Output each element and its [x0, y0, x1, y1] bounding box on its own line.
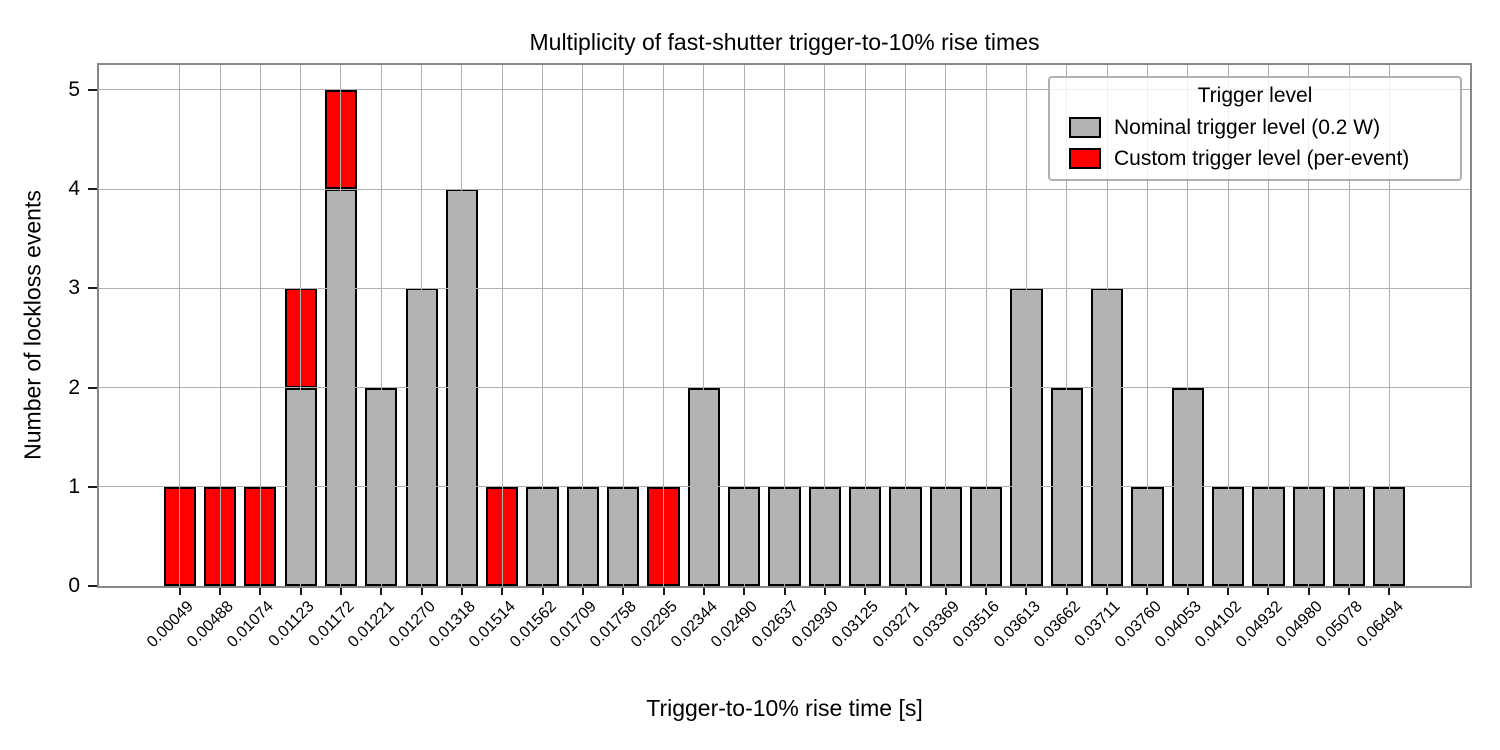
- bar-segment: [1171, 387, 1204, 586]
- x-tickmark: [864, 588, 867, 595]
- bar-segment: [607, 486, 640, 586]
- y-tickmark: [88, 88, 97, 91]
- bar-segment: [566, 486, 600, 586]
- bar-segment: [324, 189, 358, 586]
- y-tick-label: 3: [68, 276, 80, 300]
- x-tickmark: [460, 588, 463, 595]
- bar-segment: [445, 189, 479, 586]
- bar-segment: [1010, 288, 1043, 586]
- bar-segment: [365, 387, 398, 586]
- x-tickmark: [581, 588, 584, 595]
- bar-segment: [1091, 288, 1124, 586]
- chart-title: Multiplicity of fast-shutter trigger-to-…: [529, 29, 1040, 55]
- x-tickmark: [702, 588, 705, 595]
- bar-segment: [244, 486, 277, 586]
- y-tickmark: [88, 287, 97, 290]
- x-tickmark: [1106, 588, 1109, 595]
- y-tickmark: [88, 386, 97, 389]
- bar-segment: [486, 486, 519, 586]
- x-axis-label: Trigger-to-10% rise time [s]: [646, 695, 923, 721]
- x-tickmark: [380, 588, 383, 595]
- legend: Trigger level Nominal trigger level (0.2…: [1048, 76, 1462, 181]
- y-tick-label: 0: [68, 574, 80, 597]
- x-tickmark: [1388, 588, 1391, 595]
- x-tickmark: [259, 588, 262, 595]
- bar-segment: [284, 288, 317, 388]
- x-tickmark: [985, 588, 988, 595]
- bar-segment: [768, 486, 801, 586]
- legend-item-label: Nominal trigger level (0.2 W): [1114, 116, 1381, 139]
- bar-segment: [1373, 486, 1406, 586]
- bar-segment: [1050, 387, 1083, 586]
- nominal-series-swatch: [1069, 117, 1101, 138]
- x-tickmark: [501, 588, 504, 595]
- custom-series-swatch: [1069, 148, 1101, 169]
- y-tickmark: [88, 585, 97, 587]
- y-tick-label: 4: [68, 177, 80, 200]
- x-tickmark: [1348, 588, 1350, 595]
- legend-item-custom: Custom trigger level (per-event): [1060, 147, 1450, 170]
- x-tickmark: [622, 588, 625, 595]
- bar-segment: [929, 486, 962, 586]
- x-tickmark: [783, 588, 786, 595]
- x-tickmark: [420, 588, 423, 595]
- x-tickmark: [904, 588, 907, 595]
- x-tickmark: [178, 588, 181, 595]
- legend-title: Trigger level: [1197, 84, 1313, 107]
- x-tickmark: [339, 588, 342, 595]
- bar-segment: [1131, 486, 1164, 586]
- bar-segment: [849, 486, 882, 586]
- bar-segment: [163, 486, 196, 586]
- x-tickmark: [1267, 588, 1270, 595]
- x-tickmark: [944, 588, 947, 595]
- x-tickmark: [1307, 588, 1310, 595]
- y-tickmark: [88, 485, 97, 488]
- x-tickmark: [743, 588, 746, 595]
- bar-segment: [889, 486, 922, 586]
- x-tickmark: [1146, 588, 1149, 595]
- x-tickmark: [662, 588, 665, 595]
- bar-segment: [728, 486, 761, 586]
- x-tickmark: [1227, 588, 1230, 595]
- bar-segment: [970, 486, 1003, 586]
- bar-segment: [405, 288, 438, 586]
- bar-segment: [647, 486, 680, 586]
- y-axis-label: Number of lockloss events: [19, 190, 46, 460]
- x-tickmark: [1025, 588, 1028, 595]
- x-tickmark: [219, 588, 221, 595]
- bar-segment: [1292, 486, 1325, 586]
- x-tickmark: [1065, 588, 1068, 595]
- legend-item-label: Custom trigger level (per-event): [1114, 147, 1410, 170]
- x-tickmark: [1186, 588, 1189, 595]
- bar-segment: [526, 486, 559, 586]
- y-tick-label: 2: [68, 375, 80, 399]
- bar-segment: [1332, 486, 1366, 586]
- y-tick-label: 1: [68, 474, 80, 498]
- bar-segment: [284, 387, 317, 586]
- y-tick-label: 5: [68, 77, 80, 101]
- x-tickmark: [823, 588, 826, 595]
- y-tickmark: [88, 188, 97, 190]
- bar-segment: [203, 486, 237, 586]
- x-tickmark: [541, 588, 544, 595]
- bar-segment: [808, 486, 841, 586]
- legend-item-nominal: Nominal trigger level (0.2 W): [1060, 116, 1450, 139]
- bar-segment: [324, 89, 358, 189]
- x-tickmark: [299, 588, 302, 595]
- bar-segment: [687, 387, 720, 586]
- bar-segment: [1211, 486, 1245, 586]
- bar-segment: [1252, 486, 1285, 586]
